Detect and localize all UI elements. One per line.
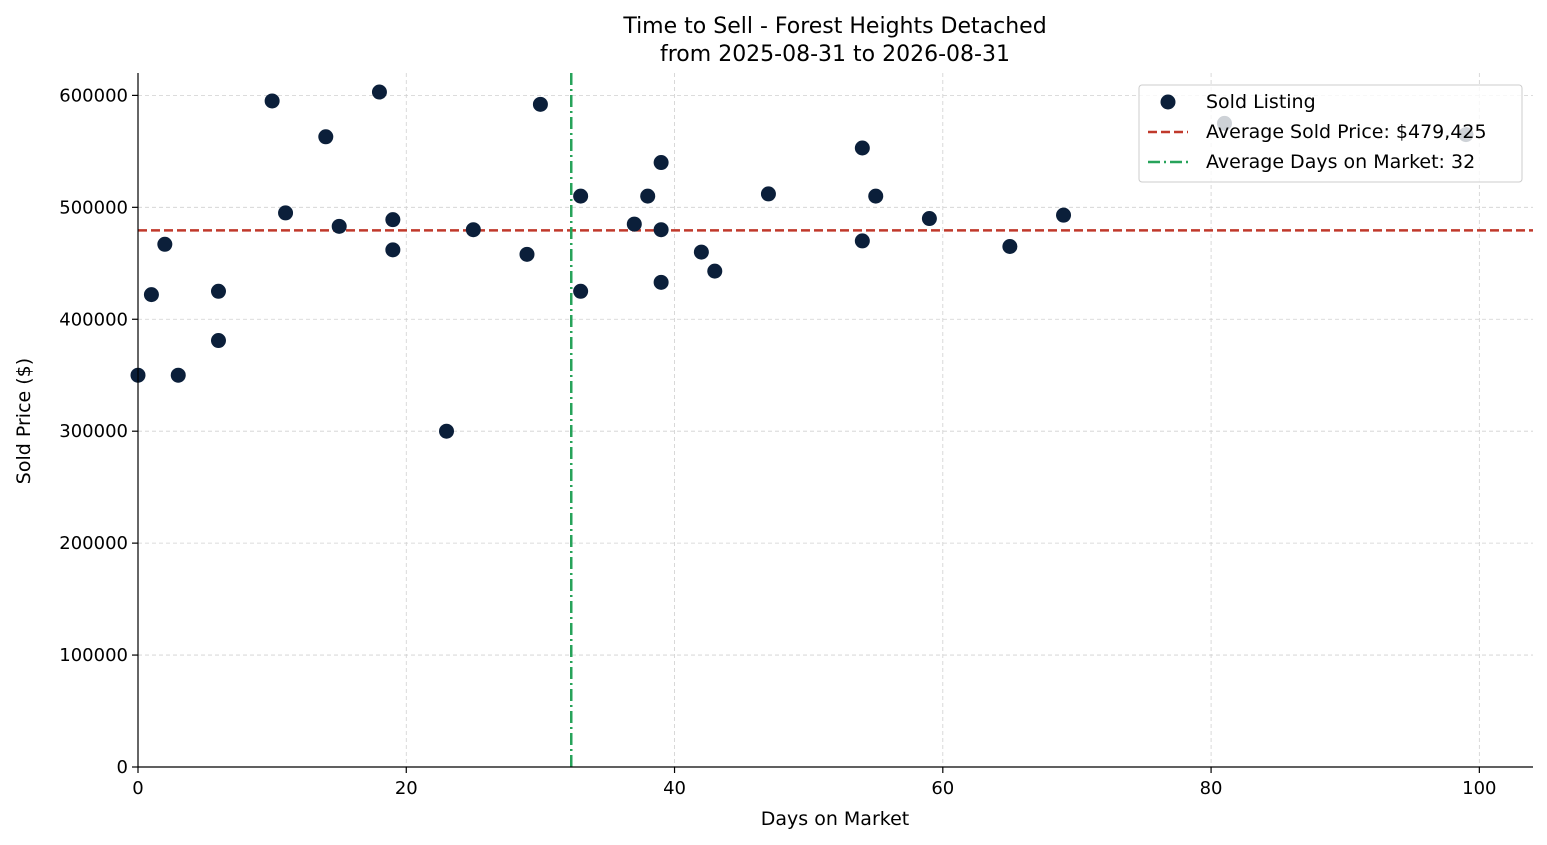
axes: 0 20 40 60 80 100 0 100000 200000 300000 400000 500… [59,73,1533,799]
data-point [331,218,347,234]
data-point [693,244,709,260]
data-point [653,274,669,290]
x-tick-label: 100 [1462,778,1496,799]
data-point [439,423,455,439]
x-tick-label: 80 [1200,778,1223,799]
data-point [170,367,186,383]
grid [138,73,1533,767]
data-point [573,283,589,299]
data-point [868,188,884,204]
x-tick-label: 60 [931,778,954,799]
chart-subtitle: from 2025-08-31 to 2026-08-31 [660,42,1010,67]
data-points [130,84,1474,439]
legend: Sold Listing Average Sold Price: $479,42… [1138,84,1523,183]
legend-box [1138,84,1523,183]
y-tick-label: 500000 [59,197,128,218]
data-point [921,211,937,227]
data-point [385,212,401,228]
data-point [385,242,401,258]
y-axis-label: Sold Price ($) [13,358,35,484]
data-point [626,216,642,232]
legend-label-sold-listing: Sold Listing [1206,91,1316,113]
x-axis-label: Days on Market [761,808,909,830]
x-tick-label: 20 [395,778,418,799]
data-point [318,129,334,145]
y-tick-label: 300000 [59,421,128,442]
data-point [640,188,656,204]
legend-label-average-price: Average Sold Price: $479,425 [1206,121,1487,143]
data-point [653,155,669,171]
data-point [854,233,870,249]
reference-lines [138,73,1533,767]
data-point [157,236,173,252]
y-tick-label: 100000 [59,645,128,666]
data-point [465,222,481,238]
y-tick-label: 0 [117,757,128,778]
data-point [532,96,548,112]
data-point [143,287,159,303]
y-tick-label: 200000 [59,533,128,554]
y-tick-label: 600000 [59,85,128,106]
chart-title: Time to Sell - Forest Heights Detached [622,14,1046,39]
x-tick-label: 0 [132,778,143,799]
data-point [707,263,723,279]
data-point [1056,207,1072,223]
data-point [760,186,776,202]
data-point [1002,239,1018,254]
y-tick-label: 400000 [59,309,128,330]
data-point [573,188,589,204]
legend-label-average-days: Average Days on Market: 32 [1206,151,1475,173]
data-point [278,205,294,221]
data-point [653,222,669,238]
legend-marker-sold-listing [1160,94,1176,110]
data-point [264,93,280,109]
x-tick-label: 40 [663,778,686,799]
data-point [210,333,226,349]
data-point [371,84,387,100]
data-point [519,246,535,262]
data-point [210,283,226,299]
data-point [854,140,870,156]
